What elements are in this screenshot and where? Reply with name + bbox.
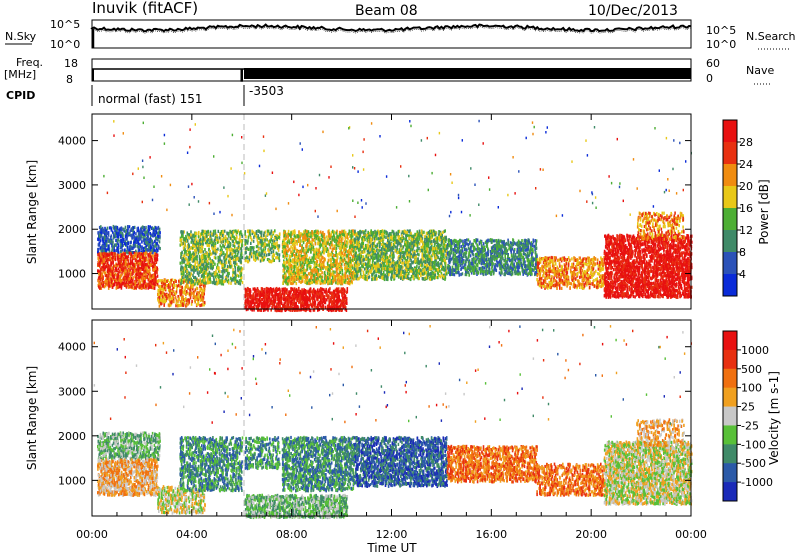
- velocity-ylabel: Slant Range [km]: [25, 366, 39, 470]
- velocity-panel: 1000 2000 3000 4000 Slant Range [km] 1000 50…: [25, 319, 781, 520]
- noise-tick-bottom-left: 10^0: [50, 38, 80, 51]
- nave-tick-top: 60: [706, 57, 720, 70]
- velocity-colorbar-tick: -100: [741, 438, 766, 451]
- power-colorbar-tick: 8: [739, 246, 746, 259]
- power-colorbar-tick: 28: [739, 136, 753, 149]
- noise-tick-top-left: 10^5: [50, 18, 80, 31]
- noise-tick-top-right: 10^5: [706, 24, 736, 37]
- cpid-segment-2: -3503: [249, 84, 284, 98]
- power-ylabel: Slant Range [km]: [25, 160, 39, 264]
- power-colorbar-tick: 4: [739, 268, 746, 281]
- beam-title: Beam 08: [355, 3, 418, 19]
- ytick-label: 3000: [58, 385, 86, 398]
- velocity-colorbar-label: Velocity [m s-1]: [767, 371, 781, 465]
- ytick-label: 1000: [58, 268, 86, 281]
- power-heatmap-cells: [97, 119, 693, 313]
- freq-tick-bottom: 8: [66, 73, 73, 86]
- noise-sky-label: N.Sky: [5, 30, 37, 43]
- velocity-colorbar-tick: 25: [741, 401, 755, 414]
- ytick-label: 3000: [58, 179, 86, 192]
- noise-sky-line: [90, 23, 692, 48]
- noise-panel: N.Sky 10^5 10^0 10^5 10^0 N.Search: [5, 18, 796, 51]
- xtick-label: 00:00: [675, 528, 707, 541]
- ytick-label: 2000: [58, 223, 86, 236]
- xtick-label: 16:00: [475, 528, 507, 541]
- velocity-colorbar-tick: 100: [741, 382, 762, 395]
- cpid-label: CPID: [6, 89, 35, 102]
- nave-block: [244, 68, 691, 79]
- ytick-label: 4000: [58, 341, 86, 354]
- xtick-label: 12:00: [376, 528, 408, 541]
- ytick-label: 2000: [58, 430, 86, 443]
- cpid-row: CPID normal (fast) 151 -3503: [6, 84, 284, 106]
- ytick-label: 4000: [58, 135, 86, 148]
- nave-label: Nave: [746, 64, 774, 77]
- xtick-label: 04:00: [176, 528, 208, 541]
- power-colorbar-tick: 20: [739, 180, 753, 193]
- velocity-colorbar-tick: 1000: [741, 344, 769, 357]
- velocity-heatmap-cells: [93, 325, 693, 520]
- noise-tick-bottom-right: 10^0: [706, 38, 736, 51]
- freq-unit-label: [MHz]: [4, 68, 36, 81]
- ytick-label: 1000: [58, 474, 86, 487]
- velocity-colorbar-tick: 500: [741, 363, 762, 376]
- velocity-colorbar: 1000 500 100 25 -25 -100 -500 -1000: [722, 330, 773, 502]
- xtick-label: 08:00: [276, 528, 308, 541]
- freq-panel: Freq. [MHz] 18 8 60 0 Nave: [4, 56, 774, 86]
- xtick-label: 20:00: [575, 528, 607, 541]
- power-panel: 1000 2000 3000 4000 Slant Range [km] 4 8 12 16…: [25, 113, 771, 313]
- xtick-label: 00:00: [76, 528, 108, 541]
- power-colorbar-tick: 24: [739, 158, 753, 171]
- power-colorbar-label: Power [dB]: [757, 179, 771, 244]
- velocity-colorbar-tick: -500: [741, 457, 766, 470]
- velocity-colorbar-tick: -1000: [741, 476, 773, 489]
- cpid-segment-1: normal (fast) 151: [98, 92, 202, 106]
- nave-tick-bottom: 0: [706, 72, 713, 85]
- velocity-colorbar-tick: -25: [741, 419, 759, 432]
- power-colorbar-tick: 16: [739, 202, 753, 215]
- station-title: Inuvik (fitACF): [92, 0, 198, 17]
- noise-search-line: [91, 26, 692, 34]
- x-axis-label: Time UT: [366, 541, 417, 554]
- x-axis: 00:00 04:00 08:00 12:00 16:00 20:00 00:00: [76, 114, 707, 541]
- freq-line: [92, 68, 691, 82]
- freq-label: Freq.: [16, 56, 43, 69]
- power-colorbar: 4 8 12 16 20 24 28: [722, 119, 753, 297]
- noise-search-label: N.Search: [746, 30, 796, 43]
- power-colorbar-tick: 12: [739, 224, 753, 237]
- date-title: 10/Dec/2013: [588, 3, 678, 19]
- freq-tick-top: 18: [64, 57, 78, 70]
